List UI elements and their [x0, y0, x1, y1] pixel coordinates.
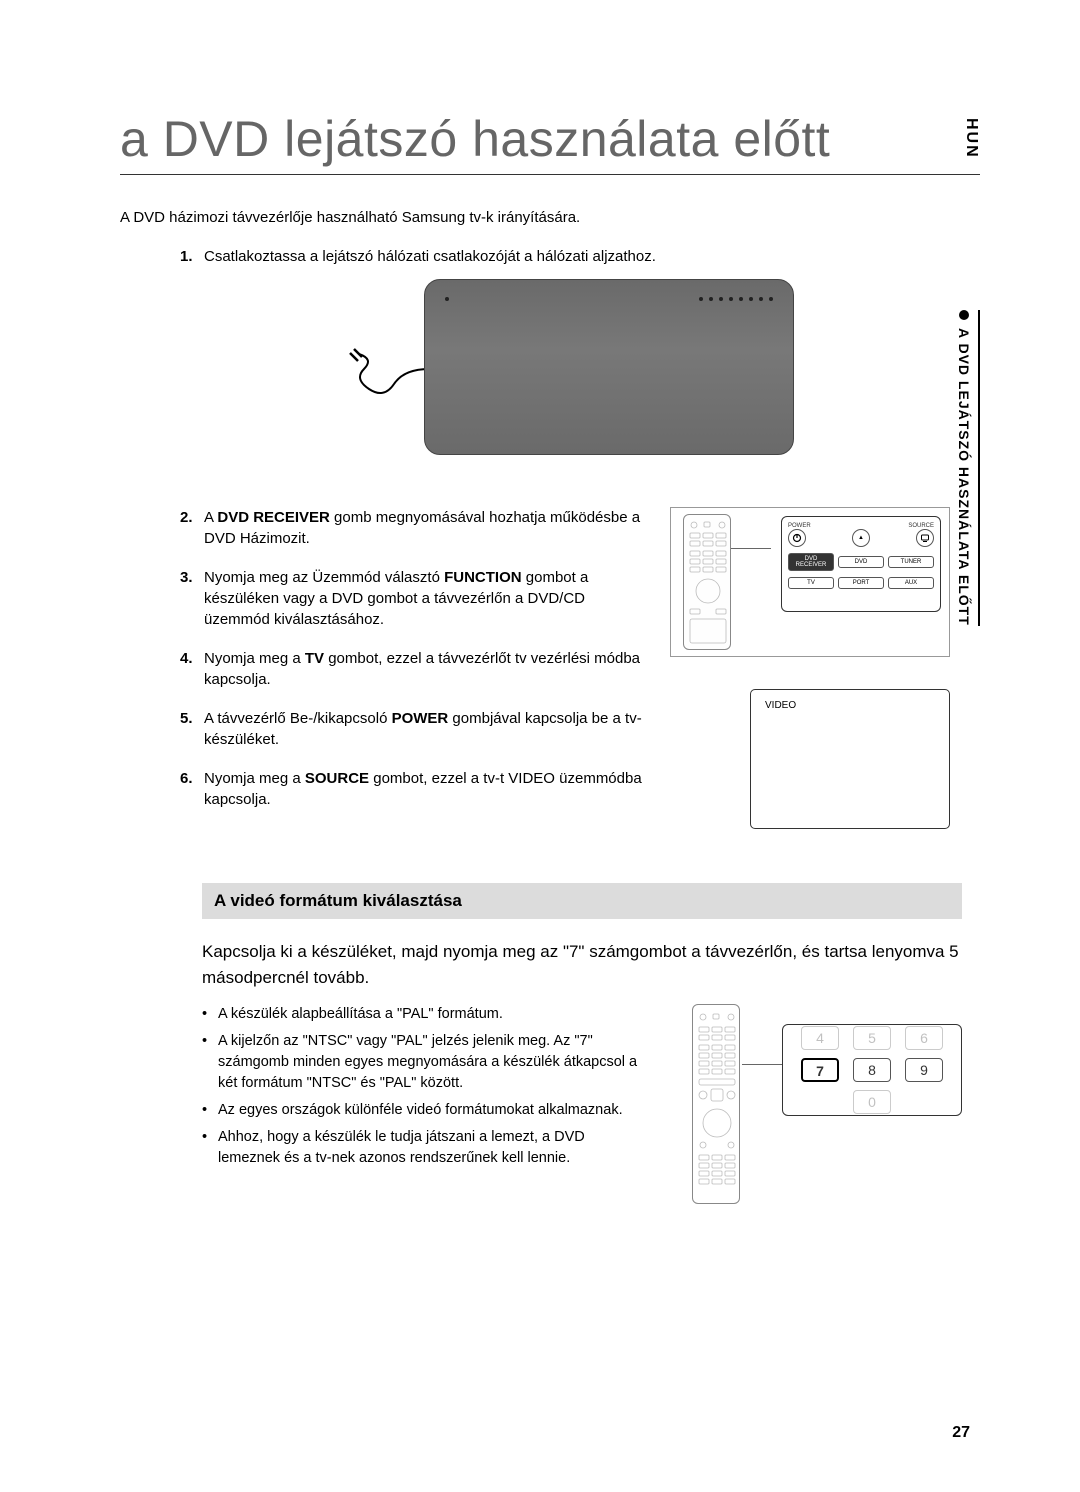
- key-6: 6: [905, 1026, 943, 1050]
- leader-line-2: [742, 1064, 782, 1065]
- step-4-bold: TV: [305, 650, 324, 667]
- bullet-4: Ahhoz, hogy a készülék le tudja játszani…: [202, 1127, 642, 1169]
- step-1: Csatlakoztassa a lejátszó hálózati csatl…: [180, 246, 920, 479]
- power-icon: [792, 533, 802, 543]
- key-0: 0: [853, 1090, 891, 1114]
- key-8: 8: [853, 1058, 891, 1082]
- step-6-pre: Nyomja meg a: [204, 770, 305, 787]
- dvd-button: DVD: [838, 556, 884, 568]
- page-number: 27: [952, 1424, 970, 1442]
- power-label: POWER: [788, 523, 811, 529]
- source-label: SOURCE: [908, 523, 934, 529]
- bullet-1: A készülék alapbeállítása a "PAL" formát…: [202, 1004, 642, 1025]
- bullet-2: A kijelzőn az "NTSC" vagy "PAL" jelzés j…: [202, 1031, 642, 1094]
- dot-icon: [709, 297, 713, 301]
- remote-buttons-icon: [693, 1005, 741, 1205]
- step-3: Nyomja meg az Üzemmód választó FUNCTION …: [180, 567, 650, 630]
- step-1-text: Csatlakoztassa a lejátszó hálózati csatl…: [204, 248, 656, 265]
- manual-page: a DVD lejátszó használata előtt HUN A DV…: [0, 0, 1080, 1492]
- steps-column: A DVD RECEIVER gomb megnyomásával hozhat…: [120, 507, 650, 829]
- key-4: 4: [801, 1026, 839, 1050]
- content-area: A DVD házimozi távvezérlője használható …: [120, 209, 920, 1204]
- keypad-zoom: 4 5 6 7 8 9 0: [782, 1024, 962, 1116]
- keypad-row-top: 4 5 6: [795, 1026, 949, 1050]
- page-title: a DVD lejátszó használata előtt: [120, 110, 980, 175]
- keypad-row-mid: 7 8 9: [795, 1058, 949, 1082]
- steps-with-figures: A DVD RECEIVER gomb megnyomásával hozhat…: [120, 507, 920, 829]
- dot-icon: [719, 297, 723, 301]
- remote-silhouette: [683, 514, 731, 650]
- key-5: 5: [853, 1026, 891, 1050]
- aux-button: AUX: [888, 577, 934, 589]
- step-list-cont: A DVD RECEIVER gomb megnyomásával hozhat…: [120, 507, 650, 810]
- remote-buttons-icon: [684, 515, 732, 651]
- step-2: A DVD RECEIVER gomb megnyomásával hozhat…: [180, 507, 650, 549]
- power-cord-icon: [344, 329, 434, 429]
- step-4: Nyomja meg a TV gombot, ezzel a távvezér…: [180, 648, 650, 690]
- keypad-row-bot: 0: [795, 1090, 949, 1114]
- key-9: 9: [905, 1058, 943, 1082]
- step-5-pre: A távvezérlő Be-/kikapcsoló: [204, 710, 392, 727]
- step-list: Csatlakoztassa a lejátszó hálózati csatl…: [120, 246, 920, 479]
- device-dots-right: [699, 294, 773, 304]
- remote-silhouette-2: [692, 1004, 740, 1204]
- dot-icon: [769, 297, 773, 301]
- key-7-highlighted: 7: [801, 1058, 839, 1082]
- step-3-bold: FUNCTION: [444, 569, 522, 586]
- zoom-row-3: TV PORT AUX: [788, 577, 934, 589]
- port-button: PORT: [838, 577, 884, 589]
- power-button: [788, 529, 806, 547]
- dvd-device-body: [424, 279, 794, 455]
- zoom-row-2: DVD RECEIVER DVD TUNER: [788, 553, 934, 571]
- tv-video-label: VIDEO: [765, 700, 796, 711]
- step-5-bold: POWER: [392, 710, 449, 727]
- dot-icon: [729, 297, 733, 301]
- tuner-button: TUNER: [888, 556, 934, 568]
- dot-icon: [749, 297, 753, 301]
- source-button: [916, 529, 934, 547]
- step-4-pre: Nyomja meg a: [204, 650, 305, 667]
- dvd-receiver-button: DVD RECEIVER: [788, 553, 834, 571]
- bullet-3: Az egyes országok különféle videó formát…: [202, 1100, 642, 1121]
- intro-text: A DVD házimozi távvezérlője használható …: [120, 209, 920, 226]
- bullet-list: A készülék alapbeállítása a "PAL" formát…: [202, 1004, 642, 1204]
- device-figure: [344, 279, 804, 479]
- figure-column: POWER SOURCE ▲: [670, 507, 950, 829]
- source-icon: [920, 533, 930, 543]
- step-2-bold: DVD RECEIVER: [217, 509, 330, 526]
- step-6-bold: SOURCE: [305, 770, 369, 787]
- remote-keypad-figure: 4 5 6 7 8 9 0: [672, 1004, 962, 1204]
- section-lead: Kapcsolja ki a készüléket, majd nyomja m…: [202, 939, 962, 990]
- bullet-icon: [959, 310, 969, 320]
- dot-icon: [699, 297, 703, 301]
- device-dots-left: [445, 294, 449, 304]
- side-section-text: A DVD LEJÁTSZÓ HASZNÁLATA ELŐTT: [956, 328, 972, 626]
- eject-button: ▲: [852, 529, 870, 547]
- zoom-row-1: ▲: [788, 529, 934, 547]
- step-5: A távvezérlő Be-/kikapcsoló POWER gombjá…: [180, 708, 650, 750]
- step-3-pre: Nyomja meg az Üzemmód választó: [204, 569, 444, 586]
- dot-icon: [445, 297, 449, 301]
- tv-button: TV: [788, 577, 834, 589]
- device-panel: [445, 294, 773, 304]
- remote-top-zoom: POWER SOURCE ▲: [781, 516, 941, 612]
- dot-icon: [759, 297, 763, 301]
- dot-icon: [739, 297, 743, 301]
- section-sub-row: A készülék alapbeállítása a "PAL" formát…: [202, 1004, 962, 1204]
- step-2-pre: A: [204, 509, 217, 526]
- step-6: Nyomja meg a SOURCE gombot, ezzel a tv-t…: [180, 768, 650, 810]
- remote-top-figure: POWER SOURCE ▲: [670, 507, 950, 657]
- section-heading: A videó formátum kiválasztása: [202, 883, 962, 919]
- tv-figure: VIDEO: [750, 689, 950, 829]
- language-tab: HUN: [962, 118, 980, 159]
- leader-line: [731, 548, 771, 549]
- side-section-label: A DVD LEJÁTSZÓ HASZNÁLATA ELŐTT: [956, 310, 980, 626]
- section-body: Kapcsolja ki a készüléket, majd nyomja m…: [202, 939, 962, 1204]
